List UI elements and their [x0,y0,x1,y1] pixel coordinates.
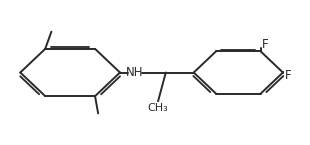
Text: NH: NH [126,66,144,79]
Text: F: F [262,38,269,51]
Text: CH₃: CH₃ [148,103,168,113]
Text: F: F [285,69,291,82]
